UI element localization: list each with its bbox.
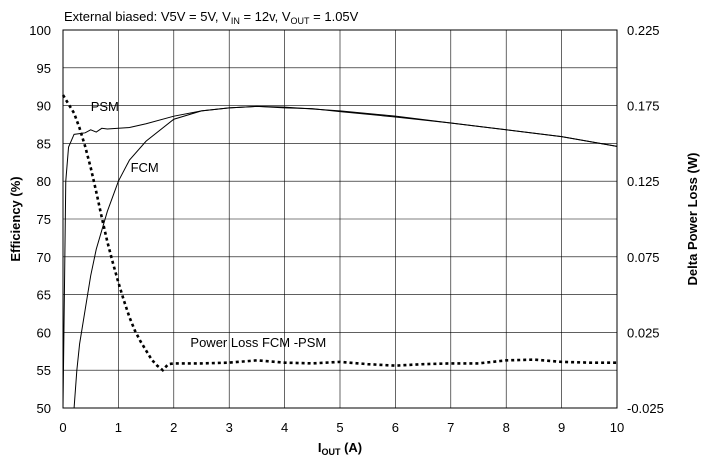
y-right-tick-labels: -0.025 0.025 0.075 0.125 0.175 0.225 [627, 23, 664, 416]
y-right-tick-label: 0.075 [627, 250, 660, 265]
x-tick-label: 7 [447, 420, 454, 435]
y-left-tick-label: 90 [37, 99, 51, 114]
title-vout-sub: OUT [291, 16, 311, 26]
y-right-tick-label: 0.175 [627, 99, 660, 114]
y-right-tick-label: -0.025 [627, 401, 664, 416]
x-axis-label: IOUT (A) [318, 440, 362, 457]
series-annotations: PSM FCM Power Loss FCM -PSM [91, 99, 327, 350]
x-tick-labels: 0 1 2 3 4 5 6 7 8 9 10 [59, 420, 624, 435]
y-left-tick-label: 60 [37, 325, 51, 340]
y-left-tick-label: 75 [37, 212, 51, 227]
y-left-tick-label: 80 [37, 174, 51, 189]
y-left-tick-label: 55 [37, 363, 51, 378]
x-tick-label: 2 [170, 420, 177, 435]
annotation-fcm: FCM [131, 160, 159, 175]
y-right-tick-label: 0.125 [627, 174, 660, 189]
y-left-tick-label: 65 [37, 288, 51, 303]
x-tick-label: 3 [226, 420, 233, 435]
y-left-tick-label: 95 [37, 61, 51, 76]
x-axis-label-unit: (A) [340, 440, 362, 455]
y-left-tick-label: 85 [37, 136, 51, 151]
chart-title: External biased: V5V = 5V, VIN = 12v, VO… [64, 9, 359, 26]
y-left-tick-labels: 50 55 60 65 70 75 80 85 90 95 100 [29, 23, 51, 416]
y-right-axis-label: Delta Power Loss (W) [685, 153, 700, 286]
title-vin-value: = 12v, V [240, 9, 291, 24]
y-left-axis-label: Efficiency (%) [8, 176, 23, 261]
series-lines [61, 94, 618, 409]
series-power-loss-fcm-psm [61, 94, 617, 372]
x-axis-label-sub: OUT [321, 447, 341, 457]
title-vin-sub: IN [231, 16, 240, 26]
title-vout-value: = 1.05V [310, 9, 359, 24]
x-axis-label-main: I [318, 440, 322, 455]
x-tick-label: 0 [59, 420, 66, 435]
plot-frame [62, 29, 618, 409]
annotation-psm: PSM [91, 99, 119, 114]
annotation-power-loss-fcm-psm: Power Loss FCM -PSM [190, 335, 326, 350]
x-tick-label: 10 [610, 420, 624, 435]
x-tick-label: 9 [558, 420, 565, 435]
y-left-tick-label: 50 [37, 401, 51, 416]
x-tick-label: 5 [336, 420, 343, 435]
y-right-tick-label: 0.025 [627, 325, 660, 340]
x-tick-label: 8 [503, 420, 510, 435]
x-tick-label: 6 [392, 420, 399, 435]
x-tick-label: 1 [115, 420, 122, 435]
title-prefix: External biased: V5V = 5V, V [64, 9, 231, 24]
y-left-tick-label: 100 [29, 23, 51, 38]
x-tick-label: 4 [281, 420, 288, 435]
y-left-tick-label: 70 [37, 250, 51, 265]
series-fcm [73, 105, 618, 409]
series-psm [62, 105, 618, 409]
y-right-tick-label: 0.225 [627, 23, 660, 38]
